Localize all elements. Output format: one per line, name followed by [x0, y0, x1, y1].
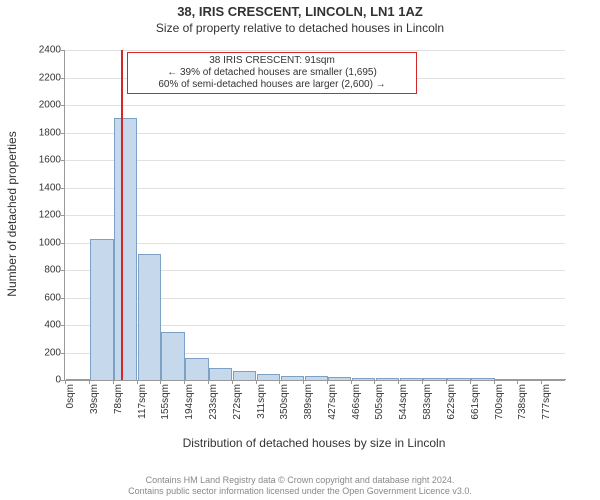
x-tick-label: 544sqm [398, 384, 409, 420]
x-tick-label: 466sqm [351, 384, 362, 420]
histogram-bar [495, 379, 519, 380]
x-tick-label: 350sqm [279, 384, 290, 420]
histogram-bar [447, 378, 471, 380]
x-tick-label: 39sqm [89, 384, 100, 414]
property-marker-line [121, 50, 123, 380]
annotation-line: 38 IRIS CRESCENT: 91sqm [132, 55, 412, 67]
histogram-bar [209, 368, 233, 380]
histogram-bar [257, 374, 281, 381]
histogram-bar [233, 371, 257, 380]
grid-line [65, 215, 565, 216]
histogram-bar [328, 377, 352, 380]
y-axis-label: Number of detached properties [5, 49, 19, 379]
x-tick-label: 738sqm [517, 384, 528, 420]
histogram-bar [161, 332, 185, 380]
histogram-bar [542, 379, 566, 380]
histogram-bar [518, 379, 542, 380]
histogram-bar [400, 378, 424, 380]
y-tick-label: 2400 [39, 45, 65, 56]
y-tick-label: 1000 [39, 237, 65, 248]
histogram-bar [471, 378, 495, 380]
x-tick-label: 583sqm [422, 384, 433, 420]
y-tick-label: 2200 [39, 72, 65, 83]
footer: Contains HM Land Registry data © Crown c… [0, 472, 600, 500]
x-tick-label: 777sqm [541, 384, 552, 420]
y-tick-label: 1600 [39, 155, 65, 166]
grid-line [65, 50, 565, 51]
x-axis-label: Distribution of detached houses by size … [64, 436, 564, 450]
y-tick-label: 1400 [39, 182, 65, 193]
histogram-bar [185, 358, 209, 380]
x-tick-label: 233sqm [208, 384, 219, 420]
x-tick-label: 0sqm [65, 384, 76, 408]
y-tick-label: 0 [55, 375, 65, 386]
histogram-bar [352, 378, 376, 380]
x-tick-label: 700sqm [494, 384, 505, 420]
x-tick-label: 78sqm [113, 384, 124, 414]
x-tick-label: 117sqm [137, 384, 148, 419]
x-tick-label: 389sqm [303, 384, 314, 420]
footer-line-1: Contains HM Land Registry data © Crown c… [4, 475, 596, 486]
histogram-bar [281, 376, 305, 380]
y-tick-label: 400 [44, 320, 65, 331]
chart-area: Number of detached properties 0200400600… [0, 0, 600, 500]
histogram-bar [138, 254, 162, 380]
histogram-bar [90, 239, 114, 380]
grid-line [65, 133, 565, 134]
y-tick-label: 200 [44, 347, 65, 358]
grid-line [65, 243, 565, 244]
y-tick-label: 800 [44, 265, 65, 276]
x-tick-label: 505sqm [374, 384, 385, 420]
x-tick-label: 155sqm [160, 384, 171, 420]
histogram-bar [376, 378, 400, 380]
grid-line [65, 160, 565, 161]
histogram-bar [423, 378, 447, 380]
plot-area: 0200400600800100012001400160018002000220… [64, 50, 565, 381]
x-tick-label: 427sqm [327, 384, 338, 420]
grid-line [65, 105, 565, 106]
grid-line [65, 188, 565, 189]
x-tick-label: 622sqm [446, 384, 457, 420]
y-tick-label: 600 [44, 292, 65, 303]
annotation-box: 38 IRIS CRESCENT: 91sqm← 39% of detached… [127, 52, 417, 94]
annotation-line: ← 39% of detached houses are smaller (1,… [132, 67, 412, 79]
histogram-bar [114, 118, 138, 380]
x-tick-label: 661sqm [470, 384, 481, 420]
y-tick-label: 2000 [39, 100, 65, 111]
x-tick-label: 272sqm [232, 384, 243, 420]
footer-line-2: Contains public sector information licen… [4, 486, 596, 497]
x-tick-label: 194sqm [184, 384, 195, 420]
y-tick-label: 1800 [39, 127, 65, 138]
x-tick-label: 311sqm [256, 384, 267, 419]
annotation-line: 60% of semi-detached houses are larger (… [132, 79, 412, 91]
y-tick-label: 1200 [39, 210, 65, 221]
histogram-bar [66, 379, 90, 380]
histogram-bar [305, 376, 329, 380]
